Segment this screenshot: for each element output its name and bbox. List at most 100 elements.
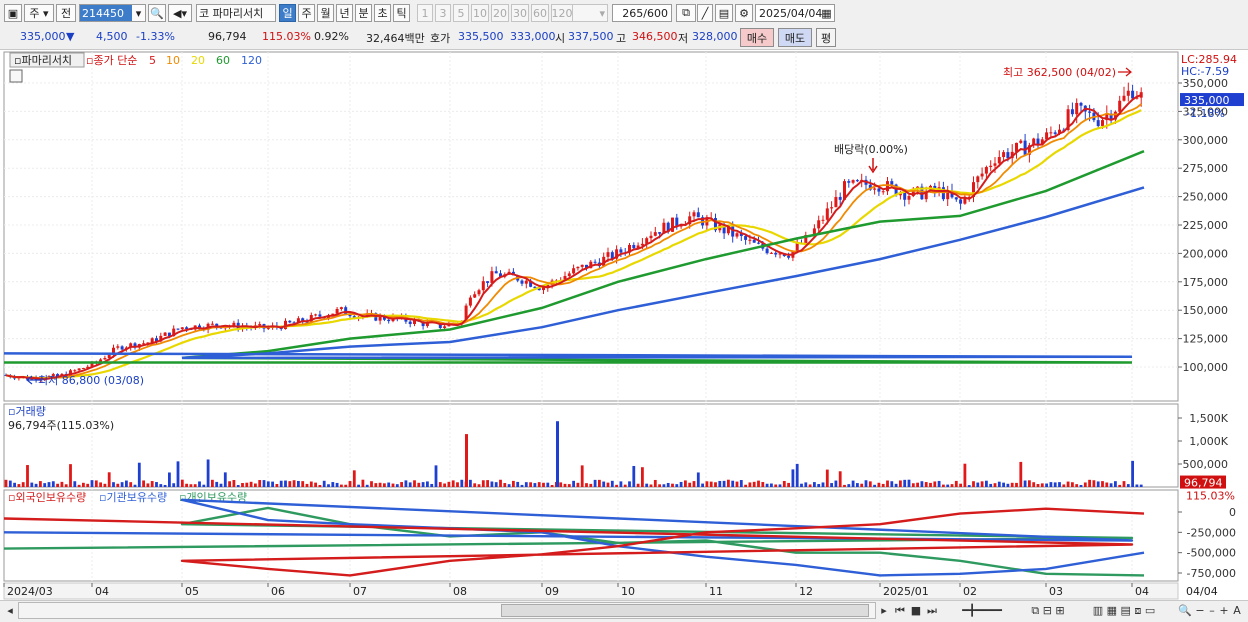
prev-page-icon[interactable]: ■ <box>910 604 922 617</box>
interval-30[interactable]: 30 <box>511 4 529 22</box>
candle-body <box>610 252 614 259</box>
interval-10[interactable]: 10 <box>471 4 489 22</box>
candle-body <box>735 233 739 237</box>
stock-name-tab[interactable]: 코 파마리서치 <box>196 4 276 22</box>
period-select[interactable]: 주 ▾ <box>24 4 54 22</box>
volume-bar <box>572 480 575 487</box>
timeframe-6[interactable]: 틱 <box>393 4 410 22</box>
volume-bar <box>950 484 954 487</box>
volume-bar <box>924 482 928 487</box>
volume-bar <box>438 482 442 487</box>
candle-type-icon[interactable]: ⧉ <box>676 4 696 22</box>
interval-20[interactable]: 20 <box>491 4 509 22</box>
candle-body <box>490 271 494 283</box>
candle-body <box>537 288 541 291</box>
volume-bar <box>705 481 709 487</box>
volume-bar <box>860 483 864 487</box>
candle-body <box>51 374 55 377</box>
candle-body <box>408 321 412 325</box>
candle-body <box>1062 129 1066 131</box>
candle-body <box>602 256 606 267</box>
ma10-line <box>5 103 1142 380</box>
volume-bar <box>1118 484 1122 487</box>
volume-bar <box>1066 481 1070 487</box>
calendar-icon[interactable]: ▦ <box>821 6 832 20</box>
candle-body <box>993 163 997 166</box>
timeframe-0[interactable]: 일 <box>279 4 296 22</box>
horizontal-scrollbar[interactable] <box>18 602 876 619</box>
volume-bar <box>228 481 231 487</box>
volume-bar <box>357 484 360 487</box>
candle-body <box>739 233 743 237</box>
eval-button[interactable]: 평 <box>816 28 836 47</box>
speaker-icon[interactable]: ◀▾ <box>168 4 192 22</box>
volume-bar <box>688 482 692 487</box>
candle-body <box>1126 90 1130 96</box>
volume-bar <box>279 480 283 487</box>
volume-bar <box>146 483 150 487</box>
stock-chart[interactable]: 350,000 325,000 300,000 275,000 250,000 225,0… <box>0 50 1248 602</box>
previous-button[interactable]: 전 <box>56 4 76 22</box>
holding-axis-label: -250,000 <box>1187 526 1236 539</box>
candle-body <box>744 236 748 240</box>
layout-icon[interactable]: ▣ <box>4 4 22 22</box>
price-axis-label: 125,000 <box>1183 333 1229 346</box>
timeframe-3[interactable]: 년 <box>336 4 353 22</box>
volume-bar <box>830 483 833 487</box>
zoom-in-icon[interactable]: + <box>1219 604 1229 617</box>
zoom-search-icon[interactable]: 🔍 <box>1178 604 1192 617</box>
first-page-icon[interactable]: ⏮ <box>895 603 905 617</box>
volume-bar <box>1053 482 1057 487</box>
candle-body <box>99 359 103 362</box>
draw-tool-icon[interactable]: ╱ <box>697 4 713 22</box>
candle-body <box>1131 90 1135 99</box>
scroll-thumb[interactable] <box>501 604 869 617</box>
volume-bar <box>73 481 77 487</box>
date-input[interactable]: 2025/04/04 <box>755 4 835 22</box>
save-icon[interactable]: ▤ <box>715 4 733 22</box>
candle-body <box>907 196 911 200</box>
ask-price: 335,500 <box>458 30 504 43</box>
code-dropdown-button[interactable]: ▾ <box>132 4 146 22</box>
candle-body <box>726 226 730 234</box>
volume-bar <box>99 482 102 487</box>
interval-3[interactable]: 3 <box>435 4 451 22</box>
interval-5[interactable]: 5 <box>453 4 469 22</box>
zoom-out-icon[interactable]: − <box>1195 604 1205 617</box>
layout-split-icon[interactable]: ⧉ ⊟ ⊞ <box>1031 603 1065 617</box>
zoom-reset-icon[interactable]: – <box>1209 604 1215 617</box>
interval-60[interactable]: 60 <box>531 4 549 22</box>
zoom-slider[interactable]: ━╋━━━━ <box>962 604 1002 617</box>
candle-body <box>464 305 468 322</box>
holding-axis-label: 0 <box>1229 506 1236 519</box>
candle-body <box>1118 100 1122 112</box>
candle-body <box>1049 132 1053 134</box>
timeframe-2[interactable]: 월 <box>317 4 334 22</box>
candle-body <box>1088 111 1092 113</box>
volume-bar <box>589 483 593 487</box>
candle-body <box>795 243 799 251</box>
timeframe-5[interactable]: 초 <box>374 4 391 22</box>
interval-dropdown[interactable]: ▾ <box>572 4 608 22</box>
count-input[interactable]: 265/600 <box>612 4 672 22</box>
buy-button[interactable]: 매수 <box>740 28 774 47</box>
sell-button[interactable]: 매도 <box>778 28 812 47</box>
search-icon[interactable]: 🔍 <box>148 4 166 22</box>
timeframe-4[interactable]: 분 <box>355 4 372 22</box>
settings-icon[interactable]: ⚙ <box>735 4 753 22</box>
view-grid-icon[interactable]: ▥ ▦ ▤ ⧈ ▭ <box>1092 603 1156 617</box>
change-percent: -1.33% <box>136 30 175 43</box>
font-size-icon[interactable]: A <box>1233 604 1241 617</box>
timeframe-1[interactable]: 주 <box>298 4 315 22</box>
volume-bar <box>666 482 670 487</box>
interval-120[interactable]: 120 <box>551 4 573 22</box>
price-axis-label: 350,000 <box>1183 77 1229 90</box>
interval-1[interactable]: 1 <box>417 4 433 22</box>
scroll-right-icon[interactable]: ▸ <box>881 604 887 617</box>
volume-bar <box>907 479 911 487</box>
period-value: 주 <box>29 7 40 20</box>
scroll-left-icon[interactable]: ◂ <box>7 604 13 617</box>
stock-code-value: 214450 <box>82 6 124 20</box>
price-axis-label: 225,000 <box>1183 219 1229 232</box>
next-page-icon[interactable]: ⏭ <box>927 603 937 617</box>
